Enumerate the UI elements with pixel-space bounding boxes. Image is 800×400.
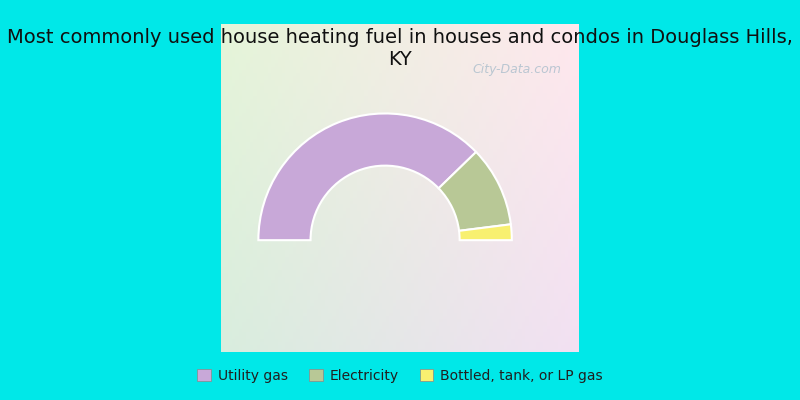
Text: Most commonly used house heating fuel in houses and condos in Douglass Hills,
KY: Most commonly used house heating fuel in… [7,28,793,69]
Wedge shape [258,114,476,240]
Text: City-Data.com: City-Data.com [472,63,561,76]
Wedge shape [459,224,512,240]
Legend: Utility gas, Electricity, Bottled, tank, or LP gas: Utility gas, Electricity, Bottled, tank,… [191,364,609,388]
Wedge shape [438,152,511,231]
